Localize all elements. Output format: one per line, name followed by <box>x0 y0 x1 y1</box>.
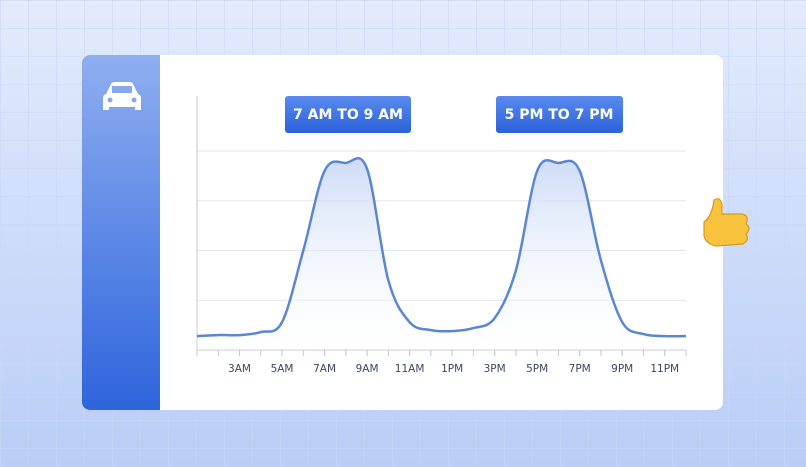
x-tick-label: 5PM <box>526 363 548 375</box>
line <box>196 157 687 338</box>
x-tick-label: 11AM <box>395 363 425 375</box>
area <box>197 158 686 350</box>
car-icon <box>103 82 141 110</box>
x-tick-label: 9PM <box>611 363 633 375</box>
x-tick-label: 5AM <box>271 363 294 375</box>
sidebar <box>82 55 160 410</box>
annotation-box <box>496 96 623 133</box>
x-tick-label: 1PM <box>441 363 463 375</box>
annotation: 5 PM TO 7 PM <box>505 107 614 123</box>
x-tick-label: 3AM <box>228 363 251 375</box>
annotation: 7 AM TO 9 AM <box>293 107 403 123</box>
x-tick-label: 7PM <box>569 363 591 375</box>
thumbs-up-icon <box>703 198 750 247</box>
x-tick-label: 9AM <box>356 363 379 375</box>
x-tick-label: 11PM <box>650 363 679 375</box>
annotation-box <box>285 96 411 133</box>
x-tick-label: 7AM <box>313 363 336 375</box>
x-tick-label: 3PM <box>484 363 506 375</box>
